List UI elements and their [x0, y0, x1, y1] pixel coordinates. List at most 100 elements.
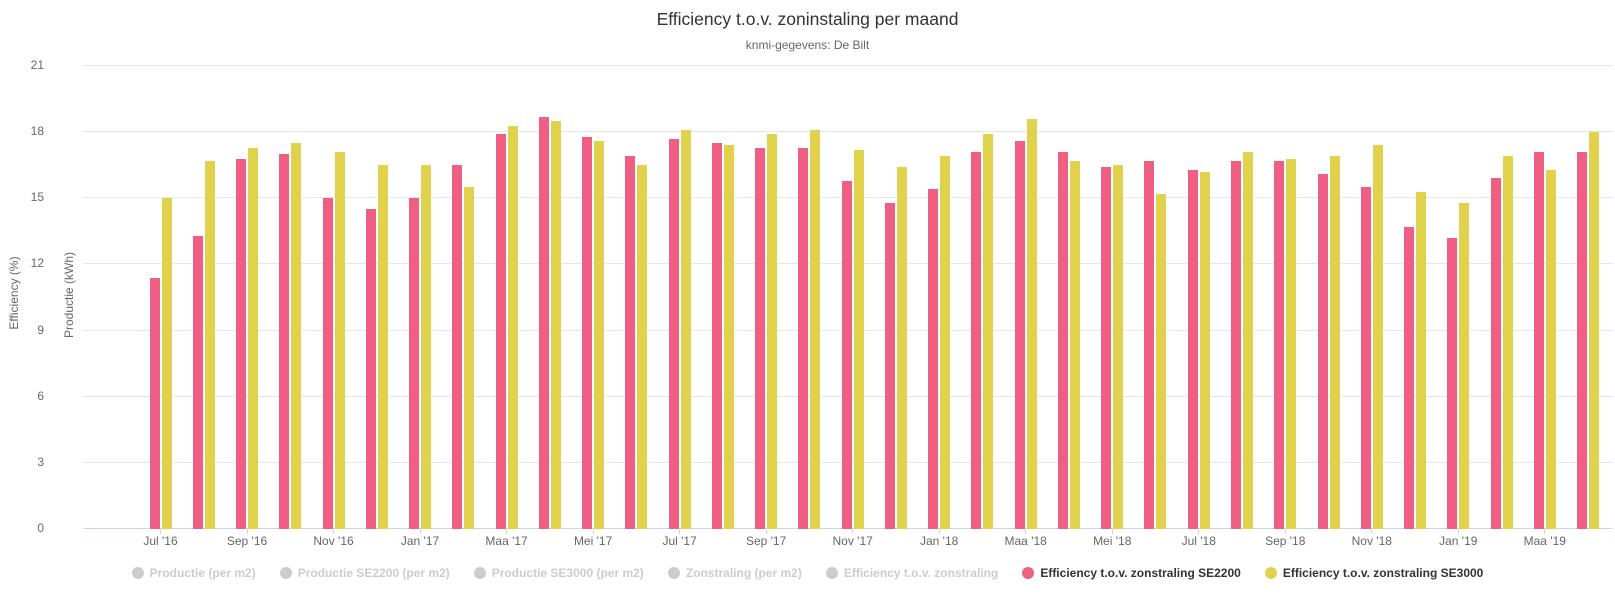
bar-efficiency-se3000[interactable] — [1243, 152, 1253, 529]
bar-efficiency-se2200[interactable] — [1144, 161, 1155, 529]
bar-efficiency-se3000[interactable] — [723, 145, 734, 529]
bar-efficiency-se2200[interactable] — [884, 203, 895, 529]
bar-efficiency-se2200[interactable] — [279, 154, 290, 529]
bar-efficiency-se3000[interactable] — [1329, 156, 1340, 529]
legend-marker-dot — [473, 567, 486, 579]
bar-efficiency-se2200[interactable] — [149, 278, 160, 529]
bar-efficiency-se3000[interactable] — [161, 198, 172, 529]
x-tick-label: Mei '18 — [1093, 534, 1132, 548]
bar-efficiency-se2200[interactable] — [322, 198, 333, 529]
bar-efficiency-se3000[interactable] — [464, 187, 475, 529]
x-tick — [1284, 529, 1286, 534]
legend-marker-dot — [131, 567, 144, 579]
bar-efficiency-se2200[interactable] — [1533, 152, 1544, 529]
bar-efficiency-se2200[interactable] — [841, 181, 852, 529]
y-tick-label: 15 — [30, 190, 44, 205]
bar-efficiency-se2200[interactable] — [1447, 238, 1458, 529]
bar-efficiency-se2200[interactable] — [1187, 170, 1198, 529]
legend-item[interactable]: Efficiency t.o.v. zonstraling SE3000 — [1264, 566, 1483, 580]
bar-efficiency-se3000[interactable] — [1069, 161, 1080, 529]
bar-efficiency-se3000[interactable] — [896, 167, 907, 529]
legend-item-label: Productie SE2200 (per m2) — [297, 566, 450, 580]
bar-efficiency-se3000[interactable] — [680, 130, 691, 529]
x-tick-label: Nov '17 — [832, 534, 873, 548]
bar-efficiency-se2200[interactable] — [711, 143, 722, 529]
bar-efficiency-se2200[interactable] — [668, 139, 679, 529]
bar-efficiency-se3000[interactable] — [594, 141, 605, 529]
legend-item[interactable]: Efficiency t.o.v. zonstraling — [825, 566, 999, 580]
bar-efficiency-se3000[interactable] — [1459, 203, 1470, 529]
bar-efficiency-se2200[interactable] — [625, 156, 636, 529]
y-tick-label: 21 — [30, 58, 44, 72]
y-tick-label: 0 — [37, 521, 44, 535]
x-tick — [160, 529, 161, 534]
bar-efficiency-se3000[interactable] — [1502, 156, 1513, 529]
bar-efficiency-se2200[interactable] — [365, 209, 376, 529]
bar-efficiency-se3000[interactable] — [1199, 172, 1210, 529]
legend-marker-dot — [825, 567, 838, 579]
bar-efficiency-se2200[interactable] — [1317, 174, 1328, 529]
bar-efficiency-se2200[interactable] — [1101, 167, 1112, 529]
bar-efficiency-se2200[interactable] — [1274, 161, 1285, 529]
legend-item-label: Zonstraling (per m2) — [685, 566, 802, 580]
bar-efficiency-se2200[interactable] — [755, 148, 766, 529]
legend-item-label: Efficiency t.o.v. zonstraling — [843, 566, 999, 580]
bar-efficiency-se3000[interactable] — [853, 150, 864, 529]
bar-efficiency-se3000[interactable] — [550, 121, 561, 529]
bar-efficiency-se3000[interactable] — [767, 134, 778, 529]
bar-efficiency-se2200[interactable] — [452, 165, 463, 529]
bar-efficiency-se3000[interactable] — [507, 126, 518, 529]
bar-efficiency-se3000[interactable] — [1026, 119, 1037, 529]
bar-efficiency-se3000[interactable] — [1545, 170, 1556, 529]
bar-efficiency-se3000[interactable] — [1416, 192, 1427, 529]
bar-efficiency-se3000[interactable] — [377, 165, 388, 529]
bar-efficiency-se2200[interactable] — [928, 189, 939, 529]
legend-item[interactable]: Productie SE2200 (per m2) — [279, 566, 450, 580]
bar-efficiency-se3000[interactable] — [1113, 165, 1124, 529]
bar-efficiency-se2200[interactable] — [1490, 178, 1501, 529]
bar-efficiency-se2200[interactable] — [1057, 152, 1068, 529]
bar-efficiency-se2200[interactable] — [971, 152, 982, 529]
bar-efficiency-se3000[interactable] — [421, 165, 432, 529]
bar-efficiency-se2200[interactable] — [1360, 187, 1371, 529]
x-tick-label: Jan '17 — [400, 534, 440, 548]
bar-efficiency-se2200[interactable] — [1014, 141, 1025, 529]
bar-efficiency-se2200[interactable] — [236, 159, 247, 529]
bar-efficiency-se3000[interactable] — [291, 143, 302, 529]
x-tick-label: Maa '18 — [1004, 534, 1047, 548]
legend-marker-dot — [279, 567, 292, 579]
bar-efficiency-se3000[interactable] — [637, 165, 648, 529]
bar-efficiency-se3000[interactable] — [810, 130, 821, 529]
bar-efficiency-se3000[interactable] — [940, 156, 951, 529]
x-tick-label: Sep '16 — [226, 534, 268, 548]
bar-efficiency-se3000[interactable] — [983, 134, 994, 529]
bar-efficiency-se3000[interactable] — [1589, 132, 1600, 529]
x-tick-label: Nov '18 — [1351, 534, 1392, 548]
legend-marker-dot — [1264, 567, 1277, 579]
bar-efficiency-se3000[interactable] — [1286, 159, 1297, 529]
bar-efficiency-se3000[interactable] — [204, 161, 215, 529]
bar-efficiency-se2200[interactable] — [495, 134, 506, 529]
bar-efficiency-se2200[interactable] — [1404, 227, 1415, 529]
legend-item-label: Productie SE3000 (per m2) — [491, 566, 644, 580]
legend-item[interactable]: Zonstraling (per m2) — [667, 566, 802, 580]
bar-efficiency-se2200[interactable] — [1577, 152, 1588, 529]
bar-efficiency-se3000[interactable] — [248, 148, 259, 529]
x-tick-label: Sep '18 — [1265, 534, 1306, 548]
bar-efficiency-se3000[interactable] — [1156, 194, 1167, 529]
bar-efficiency-se2200[interactable] — [409, 198, 420, 529]
legend-item[interactable]: Efficiency t.o.v. zonstraling SE2200 — [1022, 566, 1241, 580]
x-tick-label: Mei '17 — [573, 534, 613, 548]
bar-efficiency-se3000[interactable] — [334, 152, 345, 529]
bar-efficiency-se2200[interactable] — [582, 137, 593, 529]
legend-item[interactable]: Productie (per m2) — [131, 566, 256, 580]
bar-efficiency-se2200[interactable] — [1231, 161, 1241, 529]
x-tick — [333, 529, 335, 534]
legend-item[interactable]: Productie SE3000 (per m2) — [473, 566, 644, 580]
x-tick-label: Nov '16 — [313, 534, 354, 548]
bar-efficiency-se3000[interactable] — [1372, 145, 1383, 529]
bar-efficiency-se2200[interactable] — [192, 236, 203, 529]
bar-efficiency-se2200[interactable] — [538, 117, 549, 529]
bar-efficiency-se2200[interactable] — [798, 148, 809, 529]
y-axis-title-productie: Productie (kWh) — [62, 251, 76, 339]
